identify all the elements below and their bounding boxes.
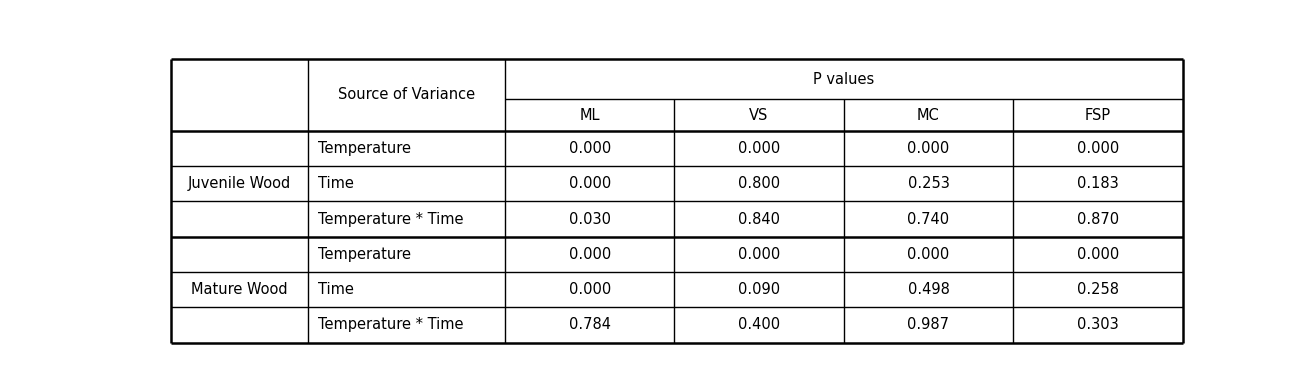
Text: 0.000: 0.000 bbox=[907, 247, 950, 262]
Text: 0.030: 0.030 bbox=[569, 212, 611, 227]
Text: Time: Time bbox=[318, 176, 354, 191]
Text: 0.303: 0.303 bbox=[1077, 317, 1118, 332]
Text: 0.840: 0.840 bbox=[739, 212, 780, 227]
Text: 0.090: 0.090 bbox=[739, 282, 780, 297]
Text: MC: MC bbox=[917, 108, 940, 122]
Text: 0.000: 0.000 bbox=[569, 176, 611, 191]
Text: 0.000: 0.000 bbox=[1077, 247, 1118, 262]
Text: 0.000: 0.000 bbox=[907, 141, 950, 156]
Text: 0.000: 0.000 bbox=[737, 141, 780, 156]
Text: Juvenile Wood: Juvenile Wood bbox=[188, 176, 291, 191]
Text: Temperature * Time: Temperature * Time bbox=[318, 317, 463, 332]
Text: 0.870: 0.870 bbox=[1077, 212, 1118, 227]
Text: FSP: FSP bbox=[1084, 108, 1111, 122]
Text: VS: VS bbox=[749, 108, 769, 122]
Text: 0.498: 0.498 bbox=[907, 282, 950, 297]
Text: 0.000: 0.000 bbox=[569, 282, 611, 297]
Text: Temperature * Time: Temperature * Time bbox=[318, 212, 463, 227]
Text: P values: P values bbox=[813, 72, 874, 87]
Text: 0.183: 0.183 bbox=[1077, 176, 1118, 191]
Text: Source of Variance: Source of Variance bbox=[338, 87, 475, 102]
Text: Time: Time bbox=[318, 282, 354, 297]
Text: 0.000: 0.000 bbox=[569, 247, 611, 262]
Text: 0.784: 0.784 bbox=[569, 317, 611, 332]
Text: 0.987: 0.987 bbox=[907, 317, 950, 332]
Text: Temperature: Temperature bbox=[318, 247, 411, 262]
Text: 0.000: 0.000 bbox=[737, 247, 780, 262]
Text: Mature Wood: Mature Wood bbox=[191, 282, 288, 297]
Text: Temperature: Temperature bbox=[318, 141, 411, 156]
Text: ML: ML bbox=[579, 108, 600, 122]
Text: 0.258: 0.258 bbox=[1077, 282, 1118, 297]
Text: 0.253: 0.253 bbox=[907, 176, 950, 191]
Text: 0.740: 0.740 bbox=[907, 212, 950, 227]
Text: 0.400: 0.400 bbox=[739, 317, 780, 332]
Text: 0.000: 0.000 bbox=[1077, 141, 1118, 156]
Text: 0.000: 0.000 bbox=[569, 141, 611, 156]
Text: 0.800: 0.800 bbox=[739, 176, 780, 191]
